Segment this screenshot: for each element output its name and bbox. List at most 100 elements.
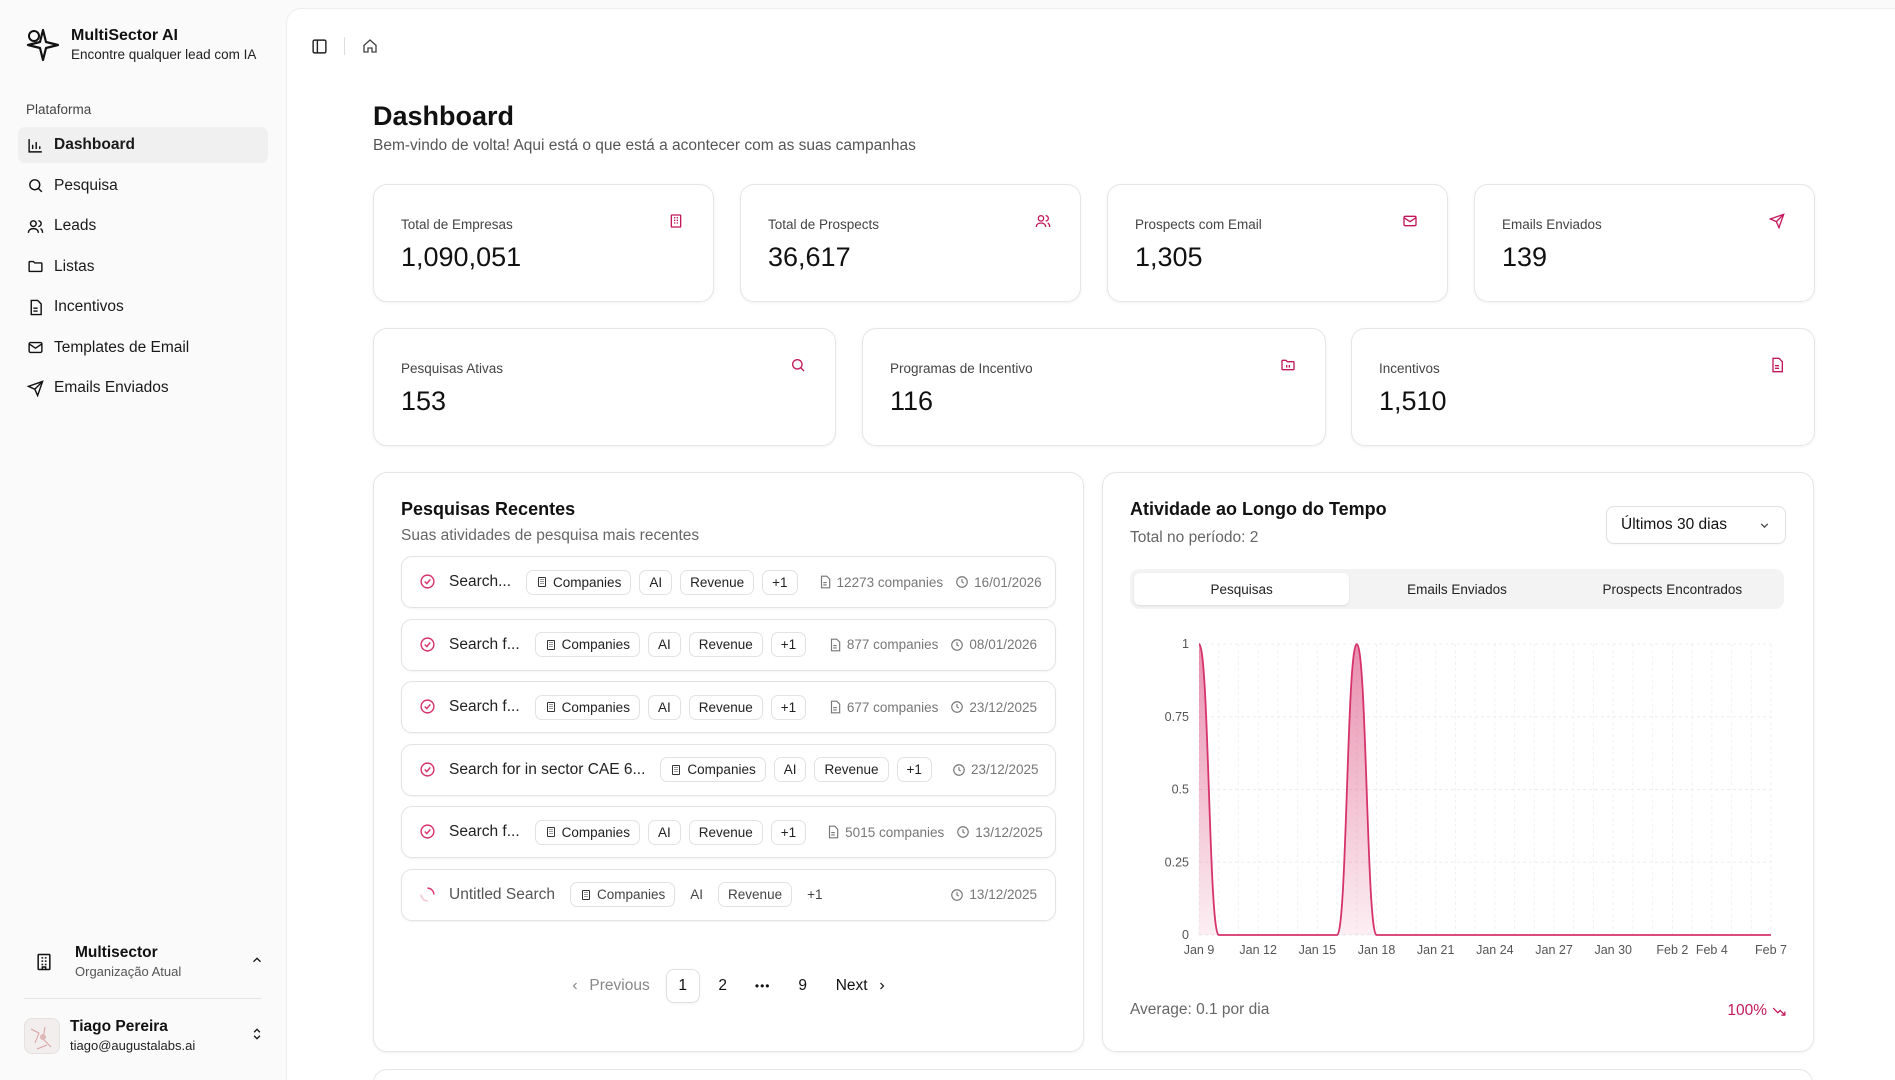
search-row[interactable]: Search for in sector CAE 6... Companies AI…	[401, 743, 1056, 796]
tag-ai: AI	[647, 819, 681, 845]
search-date: 13/12/2025	[969, 887, 1037, 902]
sidebar-item-leads[interactable]: Leads	[18, 208, 268, 244]
organization-switcher[interactable]: Multisector Organização Atual	[24, 935, 264, 989]
stat-card-emails-enviados: Emails Enviados 139	[1474, 184, 1815, 302]
tag-ai: AI	[690, 887, 704, 902]
search-row[interactable]: Search f... Companies AI Revenue +1 677 compa…	[401, 681, 1056, 733]
avatar	[24, 1018, 60, 1054]
sidebar-item-incentivos[interactable]: Incentivos	[18, 289, 268, 325]
search-title: Search for in sector CAE 6...	[449, 760, 646, 778]
file-icon	[26, 298, 44, 316]
chevron-down-icon	[1758, 519, 1771, 532]
sidebar-item-emails-enviados[interactable]: Emails Enviados	[18, 370, 268, 406]
search-date: 16/01/2026	[974, 574, 1042, 590]
sidebar-item-dashboard[interactable]: Dashboard	[18, 127, 268, 163]
sidebar-toggle-icon[interactable]	[307, 34, 331, 58]
sidebar-item-label: Incentivos	[54, 298, 124, 315]
organization-subtitle: Organização Atual	[75, 964, 182, 979]
file-icon	[828, 638, 842, 652]
clock-icon	[950, 888, 964, 902]
range-select[interactable]: Últimos 30 dias	[1606, 506, 1786, 544]
x-tick-label: Jan 27	[1535, 943, 1573, 957]
check-circle-icon	[419, 573, 437, 591]
check-circle-icon	[419, 761, 437, 779]
search-title: Search f...	[449, 698, 520, 715]
search-row[interactable]: Search f... Companies AI Revenue +1 5015 comp…	[401, 806, 1056, 858]
search-title: Search f...	[449, 823, 520, 840]
building-icon	[545, 639, 557, 651]
file-icon	[818, 575, 832, 589]
sidebar-section-label: Plataforma	[26, 102, 92, 117]
tag-more: +1	[770, 819, 807, 845]
x-tick-label: Feb 7	[1755, 943, 1787, 957]
sidebar: MultiSector AI Encontre qualquer lead co…	[0, 0, 287, 1080]
sidebar-item-listas[interactable]: Listas	[18, 249, 268, 285]
pagination-page-1[interactable]: 1	[665, 969, 700, 1003]
page-subtitle: Bem-vindo de volta! Aqui está o que está…	[373, 137, 916, 154]
activity-trend-value: 100%	[1727, 1002, 1767, 1019]
search-date: 23/12/2025	[970, 762, 1039, 777]
y-tick-label: 0.5	[1172, 783, 1189, 797]
activity-trend: 100%	[1727, 1002, 1786, 1020]
activity-average: Average: 0.1 por dia	[1130, 1001, 1270, 1018]
tag-label: Companies	[687, 762, 756, 777]
pagination-previous[interactable]: Previous	[561, 969, 657, 1003]
search-row[interactable]: Search f... Companies AI Revenue +1 877 compa…	[401, 618, 1056, 671]
check-circle-icon	[419, 698, 437, 716]
stat-label: Incentivos	[1379, 361, 1440, 376]
card-title: Atividade ao Longo do Tempo	[1130, 499, 1387, 519]
home-icon[interactable]	[358, 34, 382, 58]
tag-revenue: Revenue	[688, 819, 763, 845]
y-tick-label: 0.25	[1165, 855, 1189, 869]
search-date: 08/01/2026	[969, 637, 1037, 652]
company-count: 12273 companies	[836, 574, 944, 590]
building-icon	[580, 889, 592, 901]
stat-card-total-prospects: Total de Prospects 36,617	[740, 184, 1081, 302]
tab-prospects-encontrados[interactable]: Prospects Encontrados	[1602, 581, 1743, 597]
activity-total: Total no período: 2	[1130, 529, 1259, 546]
x-tick-label: Jan 24	[1476, 943, 1514, 957]
tag-revenue: Revenue	[688, 694, 763, 720]
pagination-page-9[interactable]: 9	[798, 977, 808, 994]
main-content: Dashboard Bem-vindo de volta! Aqui está …	[287, 9, 1895, 1080]
tab-pesquisas[interactable]: Pesquisas	[1134, 573, 1350, 605]
x-tick-label: Jan 15	[1299, 943, 1337, 957]
next-card-edge	[373, 1069, 1813, 1080]
user-email: tiago@augustalabs.ai	[70, 1038, 196, 1053]
pagination-ellipsis: •••	[754, 979, 771, 993]
stat-label: Programas de Incentivo	[890, 361, 1033, 376]
tag-more: +1	[770, 632, 807, 657]
tag-companies: Companies	[534, 819, 640, 845]
tag-ai: AI	[639, 569, 673, 595]
search-row[interactable]: Search... Companies AI Revenue +1 12273 compa…	[401, 556, 1056, 608]
tag-more: +1	[896, 757, 932, 782]
user-menu[interactable]: Tiago Pereira tiago@augustalabs.ai	[24, 1010, 264, 1062]
x-tick-label: Jan 18	[1358, 943, 1396, 957]
y-tick-label: 1	[1182, 637, 1189, 651]
stat-value: 1,510	[1379, 386, 1447, 416]
pagination-page-2[interactable]: 2	[718, 977, 728, 994]
stat-card-pesquisas-ativas: Pesquisas Ativas 153	[373, 328, 836, 446]
folder-icon	[1280, 357, 1298, 375]
stat-label: Total de Empresas	[401, 217, 513, 232]
brand[interactable]: MultiSector AI Encontre qualquer lead co…	[24, 26, 256, 64]
bar-chart-icon	[26, 136, 44, 154]
tag-companies: Companies	[569, 882, 676, 907]
stat-value: 1,305	[1135, 242, 1203, 272]
range-select-value: Últimos 30 dias	[1621, 516, 1727, 533]
sidebar-item-templates-de-email[interactable]: Templates de Email	[18, 330, 268, 366]
sidebar-item-pesquisa[interactable]: Pesquisa	[18, 168, 268, 204]
sidebar-item-label: Templates de Email	[54, 338, 190, 356]
building-icon	[545, 701, 557, 713]
tab-emails-enviados[interactable]: Emails Enviados	[1407, 581, 1507, 597]
stat-card-incentivos: Incentivos 1,510	[1351, 328, 1815, 446]
recent-searches-card: Pesquisas Recentes Suas atividades de pe…	[373, 472, 1084, 1052]
building-icon	[545, 826, 557, 838]
tag-companies: Companies	[534, 694, 640, 720]
pagination-next[interactable]: Next	[828, 969, 896, 1003]
search-row[interactable]: Untitled Search Companies AI Revenue +1 13/12…	[401, 868, 1056, 921]
tag-revenue: Revenue	[688, 632, 763, 657]
file-icon	[1769, 357, 1787, 375]
search-meta: 13/12/2025	[938, 887, 1037, 902]
sidebar-item-label: Dashboard	[54, 136, 135, 153]
